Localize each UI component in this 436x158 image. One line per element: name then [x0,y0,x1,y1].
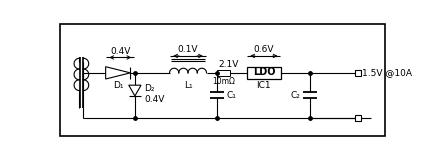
Text: 0.6V: 0.6V [254,45,274,54]
Bar [246,67,281,79]
Polygon shape [106,67,130,79]
Text: C₂: C₂ [290,91,300,100]
Text: 10mΩ: 10mΩ [212,77,235,86]
Text: C₁: C₁ [227,91,236,100]
Text: 0.1V: 0.1V [178,45,198,54]
Text: D₁: D₁ [113,81,124,90]
Text: L₁: L₁ [184,81,192,90]
Bar [217,70,230,76]
Text: 1.5V @10A: 1.5V @10A [362,68,412,77]
Text: 2.1V: 2.1V [219,60,239,69]
Text: 0.4V: 0.4V [144,94,164,103]
Text: D₂: D₂ [144,84,155,93]
Text: IC1: IC1 [256,81,271,90]
Text: 0.4V: 0.4V [110,47,130,56]
Text: LDO: LDO [252,67,275,77]
Polygon shape [129,85,141,96]
